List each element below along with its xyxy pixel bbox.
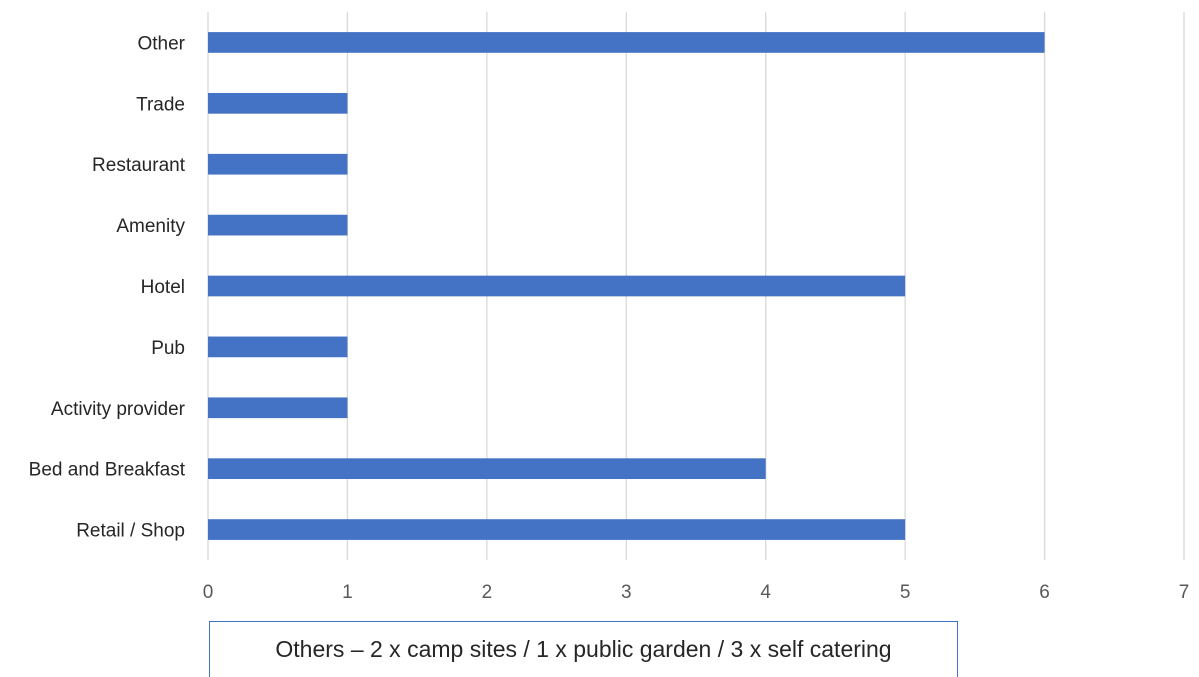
category-label: Retail / Shop [76,521,185,542]
bar [208,92,348,114]
bar [208,32,1045,53]
category-label: Activity provider [51,399,186,420]
x-tick-label: 6 [1039,582,1050,603]
category-labels: Retail / Shop Bed and Breakfast Activity p… [29,33,186,541]
bar [208,153,348,175]
x-tick-label: 7 [1179,582,1190,603]
bar [208,336,348,358]
note-text: Others – 2 x camp sites / 1 x public gar… [275,636,892,662]
category-label: Restaurant [92,155,186,176]
x-tick-label: 4 [760,582,771,603]
x-axis-tick-labels: 0 1 2 3 4 5 6 7 [203,582,1190,603]
bar [208,458,766,480]
bar [208,214,348,236]
category-label: Amenity [116,216,185,237]
bar [208,397,348,419]
bar [208,519,906,540]
x-tick-label: 0 [203,582,214,603]
bar [208,275,906,297]
category-label: Bed and Breakfast [29,460,186,481]
bars [208,32,1045,540]
category-label: Hotel [141,277,185,298]
x-tick-label: 2 [482,582,493,603]
x-tick-label: 1 [342,582,353,603]
bar-chart: Retail / Shop Bed and Breakfast Activity p… [29,12,1190,603]
category-label: Trade [136,94,185,115]
note-box: Others – 2 x camp sites / 1 x public gar… [209,621,958,677]
x-tick-label: 3 [621,582,632,603]
x-tick-label: 5 [900,582,911,603]
category-label: Pub [151,338,185,359]
category-label: Other [137,33,185,54]
